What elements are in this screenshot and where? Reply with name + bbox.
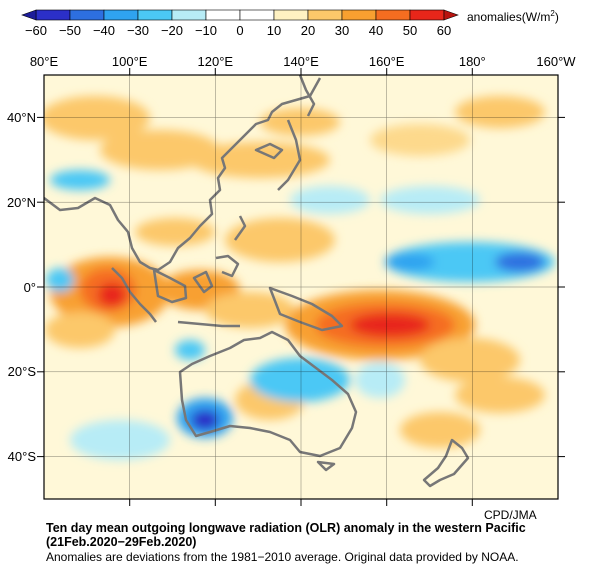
colorbar-high-arrow	[443, 9, 459, 21]
axis-ticks	[37, 68, 565, 506]
colorbar-tick-label: −10	[195, 23, 217, 38]
olr-anomaly-map: 80°E 100°E 120°E 140°E 160°E 180° 160°W …	[7, 54, 576, 506]
colorbar-tick-label: 20	[301, 23, 315, 38]
colorbar-tick-label: 50	[403, 23, 417, 38]
latitude-labels: 40°N 20°N 0° 20°S 40°S	[7, 110, 36, 464]
lon-label-100e: 100°E	[112, 54, 148, 69]
colorbar-tick-label: 40	[369, 23, 383, 38]
lat-label-40n: 40°N	[7, 110, 36, 125]
caption-period: (21Feb.2020−29Feb.2020)	[46, 535, 197, 549]
colorbar-tick-label: 0	[236, 23, 243, 38]
caption-title: Ten day mean outgoing longwave radiation…	[46, 521, 526, 535]
colorbar: −60 −50 −40 −30 −20 −10 0 10 20 30 40 50 60 anomalie…	[21, 9, 559, 38]
colorbar-units-label: anomalies(W/m2)	[467, 9, 559, 24]
longitude-labels: 80°E 100°E 120°E 140°E 160°E 180° 160°W	[30, 54, 576, 69]
graticule	[44, 75, 558, 499]
lat-label-20n: 20°N	[7, 195, 36, 210]
colorbar-tick-label: −50	[59, 23, 81, 38]
lat-label-0: 0°	[24, 280, 36, 295]
colorbar-tick-label: −30	[127, 23, 149, 38]
colorbar-tick-label: −40	[93, 23, 115, 38]
colorbar-tick-labels: −60 −50 −40 −30 −20 −10 0 10 20 30 40 50 60	[25, 23, 451, 38]
lon-label-160e: 160°E	[369, 54, 405, 69]
lon-label-140e: 140°E	[283, 54, 319, 69]
colorbar-tick-label: 60	[437, 23, 451, 38]
lat-label-40s: 40°S	[8, 449, 37, 464]
attribution: CPD/JMA	[484, 508, 537, 522]
colorbar-swatches	[35, 9, 445, 21]
colorbar-tick-label: 30	[335, 23, 349, 38]
colorbar-tick-label: 10	[267, 23, 281, 38]
lon-label-160w: 160°W	[536, 54, 576, 69]
lon-label-80e: 80°E	[30, 54, 59, 69]
colorbar-tick-label: −60	[25, 23, 47, 38]
colorbar-tick-label: −20	[161, 23, 183, 38]
lon-label-180: 180°	[459, 54, 486, 69]
caption-note: Anomalies are deviations from the 1981−2…	[46, 550, 519, 564]
colorbar-low-arrow	[21, 9, 37, 21]
lon-label-120e: 120°E	[198, 54, 234, 69]
coastlines	[44, 75, 470, 488]
lat-label-20s: 20°S	[8, 364, 37, 379]
